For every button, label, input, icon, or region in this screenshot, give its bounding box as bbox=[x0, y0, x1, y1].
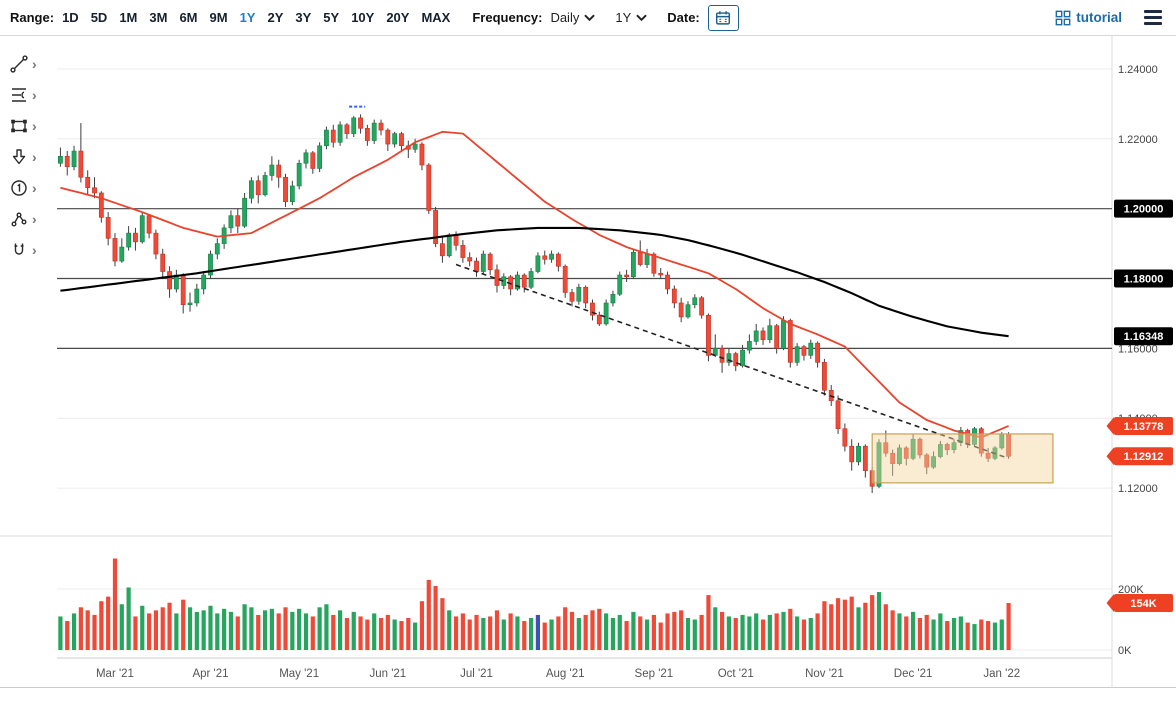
rectangle-icon bbox=[9, 116, 29, 136]
frequency-value: Daily bbox=[550, 10, 580, 25]
range-option-9m[interactable]: 9M bbox=[209, 10, 228, 25]
pattern-tool[interactable]: › bbox=[0, 207, 50, 231]
chevron-down-icon bbox=[584, 14, 595, 21]
chart-area: 1.240001.220001.200001.180001.160001.140… bbox=[0, 36, 1176, 701]
range-option-1d[interactable]: 1D bbox=[62, 10, 79, 25]
range-option-3m[interactable]: 3M bbox=[149, 10, 168, 25]
price-volume-chart[interactable]: 1.240001.220001.200001.180001.160001.140… bbox=[0, 36, 1176, 701]
svg-text:Dec '21: Dec '21 bbox=[894, 668, 933, 680]
svg-text:1.20000: 1.20000 bbox=[1124, 204, 1164, 216]
date-picker-button[interactable] bbox=[707, 4, 739, 31]
svg-text:Apr '21: Apr '21 bbox=[192, 668, 228, 680]
svg-text:1.12912: 1.12912 bbox=[1124, 451, 1164, 463]
range-option-10y[interactable]: 10Y bbox=[351, 10, 375, 25]
fibonacci-tool[interactable]: › bbox=[0, 83, 50, 107]
svg-text:200K: 200K bbox=[1118, 584, 1144, 596]
tutorial-label: tutorial bbox=[1076, 10, 1122, 25]
svg-text:1.13778: 1.13778 bbox=[1124, 421, 1164, 433]
annotation-tool[interactable]: › bbox=[0, 176, 50, 200]
calendar-icon bbox=[716, 10, 731, 25]
svg-text:Sep '21: Sep '21 bbox=[635, 668, 674, 680]
tool-expand-chevron[interactable]: › bbox=[32, 87, 37, 103]
grid-icon bbox=[1055, 10, 1071, 25]
range-option-3y[interactable]: 3Y bbox=[295, 10, 312, 25]
svg-text:Jun '21: Jun '21 bbox=[369, 668, 406, 680]
range-option-6m[interactable]: 6M bbox=[179, 10, 198, 25]
trend-line-icon bbox=[9, 54, 29, 74]
range-selector: 1D 5D 1M 3M 6M 9M 1Y 2Y 3Y 5Y 10Y 20Y MAX bbox=[62, 10, 450, 25]
tool-expand-chevron[interactable]: › bbox=[32, 118, 37, 134]
number-one-icon bbox=[9, 178, 29, 198]
frequency-dropdown[interactable]: Daily bbox=[550, 10, 595, 25]
period-value: 1Y bbox=[615, 10, 632, 25]
fibonacci-icon bbox=[9, 85, 29, 105]
ma-slow bbox=[60, 226, 1009, 338]
trend-line-tool[interactable]: › bbox=[0, 52, 50, 76]
top-toolbar: Range: 1D 5D 1M 3M 6M 9M 1Y 2Y 3Y 5Y 10Y 20Y MAX Fre… bbox=[0, 0, 1176, 36]
svg-text:Mar '21: Mar '21 bbox=[96, 668, 134, 680]
magnet-tool[interactable]: › bbox=[0, 238, 50, 262]
tutorial-link[interactable]: tutorial bbox=[1055, 10, 1122, 26]
tool-expand-chevron[interactable]: › bbox=[32, 242, 37, 258]
tool-expand-chevron[interactable]: › bbox=[32, 149, 37, 165]
tool-expand-chevron[interactable]: › bbox=[32, 211, 37, 227]
svg-text:Oct '21: Oct '21 bbox=[718, 668, 754, 680]
date-label: Date: bbox=[667, 10, 700, 25]
range-option-max[interactable]: MAX bbox=[421, 10, 451, 25]
svg-text:Nov '21: Nov '21 bbox=[805, 668, 844, 680]
svg-text:1.16348: 1.16348 bbox=[1124, 331, 1164, 343]
highlight-box bbox=[871, 433, 1054, 484]
arrow-tool[interactable]: › bbox=[0, 145, 50, 169]
range-option-1y[interactable]: 1Y bbox=[239, 10, 256, 25]
range-option-5y[interactable]: 5Y bbox=[323, 10, 340, 25]
svg-text:Aug '21: Aug '21 bbox=[546, 668, 585, 680]
hamburger-menu-icon bbox=[1144, 10, 1162, 13]
svg-text:Jul '21: Jul '21 bbox=[460, 668, 493, 680]
chevron-down-icon bbox=[636, 14, 647, 21]
svg-text:1.16000: 1.16000 bbox=[1118, 343, 1158, 355]
svg-text:May '21: May '21 bbox=[279, 668, 319, 680]
nodes-icon bbox=[9, 209, 29, 229]
svg-text:1.12000: 1.12000 bbox=[1118, 483, 1158, 495]
rectangle-tool[interactable]: › bbox=[0, 114, 50, 138]
tool-expand-chevron[interactable]: › bbox=[32, 56, 37, 72]
svg-text:154K: 154K bbox=[1130, 598, 1156, 610]
tool-expand-chevron[interactable]: › bbox=[32, 180, 37, 196]
drawing-toolbar: › › › › › › › bbox=[0, 36, 50, 262]
svg-text:Jan '22: Jan '22 bbox=[983, 668, 1020, 680]
svg-text:1.18000: 1.18000 bbox=[1124, 274, 1164, 286]
svg-text:0K: 0K bbox=[1118, 645, 1132, 657]
range-option-1m[interactable]: 1M bbox=[119, 10, 138, 25]
magnet-icon bbox=[9, 240, 29, 260]
range-option-5d[interactable]: 5D bbox=[90, 10, 108, 25]
hamburger-menu-button[interactable] bbox=[1140, 6, 1166, 29]
svg-text:1.24000: 1.24000 bbox=[1118, 64, 1158, 76]
frequency-label: Frequency: bbox=[472, 10, 543, 25]
trendline bbox=[455, 263, 1009, 460]
range-option-20y[interactable]: 20Y bbox=[386, 10, 410, 25]
range-option-2y[interactable]: 2Y bbox=[267, 10, 284, 25]
range-label: Range: bbox=[10, 10, 55, 25]
arrow-down-icon bbox=[9, 147, 29, 167]
period-dropdown[interactable]: 1Y bbox=[615, 10, 647, 25]
svg-text:1.22000: 1.22000 bbox=[1118, 134, 1158, 146]
ma-fast bbox=[60, 130, 1009, 439]
